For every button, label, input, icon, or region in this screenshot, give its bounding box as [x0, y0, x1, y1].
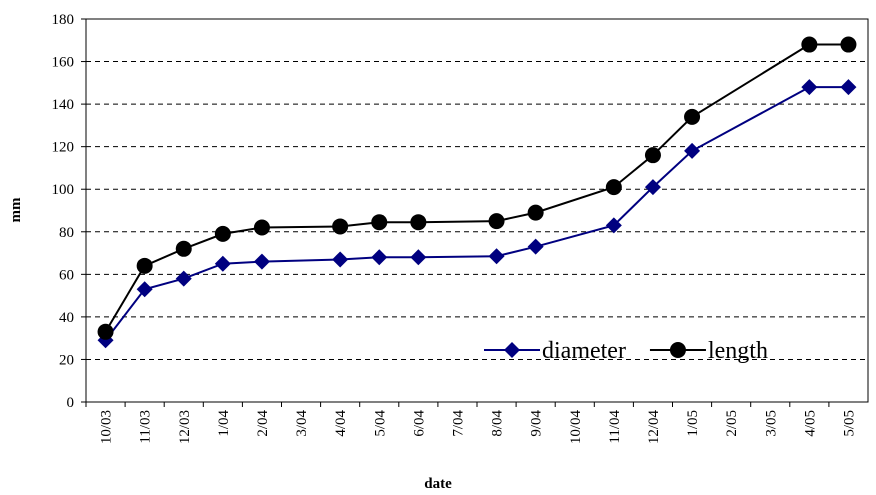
marker	[214, 255, 231, 272]
marker	[371, 249, 388, 266]
y-tick-label: 80	[59, 225, 74, 241]
marker	[605, 179, 622, 196]
x-tick-label: 11/03	[138, 410, 154, 444]
marker	[175, 270, 192, 287]
x-tick-label: 10/03	[99, 410, 115, 444]
series-line	[104, 86, 849, 341]
marker	[253, 219, 270, 236]
series-line	[104, 43, 849, 333]
legend-marker	[504, 342, 520, 358]
y-tick-label: 60	[59, 267, 74, 283]
y-tick-label: 120	[52, 140, 75, 156]
marker	[684, 142, 701, 159]
marker	[644, 147, 661, 164]
x-tick-label: 10/04	[568, 410, 584, 445]
x-tick-label: 5/04	[372, 410, 388, 437]
y-tick-label: 40	[59, 310, 74, 326]
x-tick-label: 1/04	[216, 410, 232, 437]
y-tick-label: 180	[52, 12, 75, 28]
y-tick-label: 20	[59, 352, 74, 368]
x-tick-label: 7/04	[450, 410, 466, 437]
marker	[410, 249, 427, 266]
x-tick-label: 4/05	[802, 410, 818, 437]
marker	[488, 213, 505, 230]
marker	[684, 108, 701, 125]
marker	[332, 218, 349, 235]
marker	[644, 179, 661, 196]
x-tick-label: 8/04	[490, 410, 506, 437]
legend-label: diameter	[542, 338, 626, 364]
marker	[488, 248, 505, 265]
legend-marker	[669, 342, 686, 358]
y-tick-label: 140	[52, 97, 75, 113]
marker	[136, 281, 153, 298]
x-axis-label: date	[424, 476, 452, 492]
x-tick-label: 9/04	[529, 410, 545, 437]
x-tick-label: 11/04	[607, 410, 623, 444]
marker	[801, 79, 818, 96]
legend: diameter length	[484, 338, 768, 364]
x-tick-label: 12/03	[177, 410, 193, 444]
marker	[840, 79, 857, 96]
marker	[527, 238, 544, 255]
marker	[253, 253, 270, 270]
x-tick-label: 3/05	[763, 410, 779, 437]
marker	[840, 36, 857, 53]
x-tick-label: 2/05	[724, 410, 740, 437]
x-tick-label: 6/04	[411, 410, 427, 437]
x-tick-label: 2/04	[255, 410, 271, 437]
y-tick-label: 0	[67, 395, 75, 411]
x-tick-label: 12/04	[646, 410, 662, 445]
y-axis-label: mm	[8, 197, 24, 222]
legend-label: length	[708, 338, 768, 364]
x-tick-label: 1/05	[685, 410, 701, 437]
marker	[175, 240, 192, 257]
marker	[410, 214, 427, 231]
x-tick-label: 5/05	[841, 410, 857, 437]
y-tick-label: 160	[52, 55, 75, 71]
marker	[332, 251, 349, 268]
x-tick-label: 3/04	[294, 410, 310, 437]
marker	[214, 225, 231, 242]
marker	[527, 204, 544, 221]
marker	[801, 36, 818, 53]
y-tick-label: 100	[52, 182, 75, 198]
marker	[97, 323, 114, 340]
marker	[605, 217, 622, 234]
x-tick-label: 4/04	[333, 410, 349, 437]
marker	[371, 214, 388, 231]
marker	[136, 257, 153, 274]
